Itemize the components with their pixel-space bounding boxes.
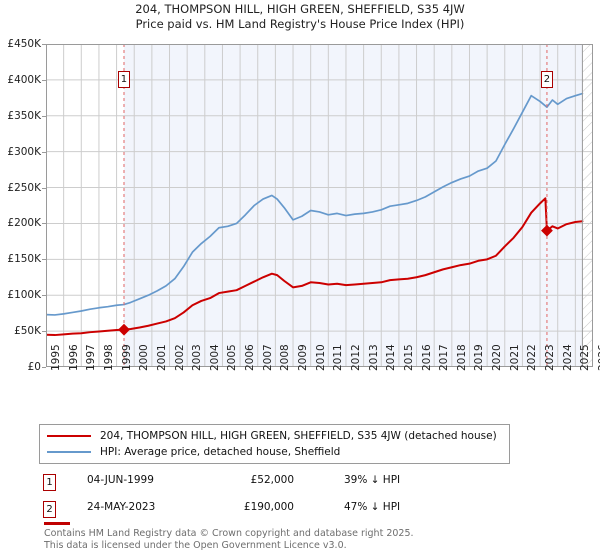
x-axis-tick-label: 2003 bbox=[191, 344, 204, 371]
transaction-date: 24-MAY-2023 bbox=[87, 501, 156, 513]
chart-plot-area bbox=[46, 44, 593, 367]
y-axis-tick-label: £50K bbox=[14, 325, 41, 338]
x-axis-tick-label: 2005 bbox=[226, 344, 239, 371]
table-row: 2 24-MAY-2023 £190,000 47% ↓ HPI bbox=[39, 499, 469, 526]
y-axis-tick bbox=[42, 331, 46, 333]
transactions-table: 1 04-JUN-1999 £52,000 39% ↓ HPI 2 24-MAY… bbox=[39, 472, 469, 526]
title-line-2: Price paid vs. HM Land Registry's House … bbox=[135, 17, 465, 31]
x-axis-tick-label: 2019 bbox=[473, 344, 486, 371]
x-axis-tick-label: 2000 bbox=[138, 344, 151, 371]
y-axis-tick bbox=[42, 367, 46, 368]
page-title: 204, THOMPSON HILL, HIGH GREEN, SHEFFIEL… bbox=[0, 2, 600, 32]
transaction-index-badge: 1 bbox=[43, 474, 56, 491]
legend-label-hpi: HPI: Average price, detached house, Shef… bbox=[100, 446, 341, 458]
x-axis-tick-label: 1997 bbox=[85, 344, 98, 371]
y-axis-tick-label: £400K bbox=[7, 73, 41, 86]
x-axis-tick-label: 1995 bbox=[50, 344, 62, 371]
y-axis-tick bbox=[42, 44, 46, 45]
legend-label-property: 204, THOMPSON HILL, HIGH GREEN, SHEFFIEL… bbox=[100, 430, 497, 442]
y-axis-tick bbox=[42, 259, 46, 261]
x-axis-tick-label: 2011 bbox=[332, 344, 345, 371]
legend-item-hpi: HPI: Average price, detached house, Shef… bbox=[47, 444, 340, 460]
x-axis-tick-label: 2025 bbox=[579, 344, 592, 371]
transaction-index-badge: 2 bbox=[43, 501, 56, 518]
y-axis-tick-label: £200K bbox=[7, 217, 41, 230]
x-axis-tick-label: 2016 bbox=[420, 344, 433, 371]
y-axis-tick-label: £300K bbox=[7, 145, 41, 158]
x-axis-tick-label: 2015 bbox=[402, 344, 415, 371]
y-axis-tick bbox=[42, 223, 46, 225]
y-axis-tick-label: £250K bbox=[7, 181, 41, 194]
x-axis-tick-label: 2007 bbox=[261, 344, 274, 371]
transaction-date: 04-JUN-1999 bbox=[87, 474, 154, 486]
y-axis-tick bbox=[42, 187, 46, 189]
y-axis-tick bbox=[42, 295, 46, 297]
x-axis-tick-label: 2013 bbox=[367, 344, 380, 371]
y-axis-tick bbox=[42, 151, 46, 153]
x-axis-tick-label: 2024 bbox=[561, 344, 574, 371]
transaction-hpi-delta: 39% ↓ HPI bbox=[344, 474, 401, 486]
x-axis-tick-label: 2022 bbox=[526, 344, 539, 371]
price-chart bbox=[46, 44, 593, 367]
y-axis-tick-label: £350K bbox=[7, 109, 41, 122]
title-line-1: 204, THOMPSON HILL, HIGH GREEN, SHEFFIEL… bbox=[135, 2, 465, 16]
y-axis-tick-label: £450K bbox=[7, 38, 41, 50]
y-axis-tick-label: £100K bbox=[7, 289, 41, 302]
x-axis-tick-label: 2009 bbox=[297, 344, 310, 371]
y-axis-tick bbox=[42, 115, 46, 117]
footer-attribution: Contains HM Land Registry data © Crown c… bbox=[44, 522, 564, 551]
footer-accent-bar bbox=[44, 522, 70, 525]
x-axis-tick-label: 2002 bbox=[173, 344, 186, 371]
x-axis-tick-label: 2008 bbox=[279, 344, 292, 371]
chart-legend: 204, THOMPSON HILL, HIGH GREEN, SHEFFIEL… bbox=[39, 424, 510, 464]
x-axis-tick-label: 2017 bbox=[438, 344, 451, 371]
footer-line-1: Contains HM Land Registry data © Crown c… bbox=[44, 528, 414, 539]
x-axis-tick-label: 2006 bbox=[244, 344, 257, 371]
y-axis-tick-label: £150K bbox=[7, 253, 41, 266]
legend-swatch-hpi bbox=[47, 451, 91, 453]
transaction-hpi-delta: 47% ↓ HPI bbox=[344, 501, 401, 513]
legend-swatch-property bbox=[47, 435, 91, 437]
x-axis-tick-label: 1998 bbox=[102, 344, 115, 371]
chart-marker-badge: 1 bbox=[117, 71, 130, 88]
x-axis-tick-label: 2018 bbox=[455, 344, 468, 371]
footer-line-2: This data is licensed under the Open Gov… bbox=[44, 539, 347, 551]
chart-marker-badge: 2 bbox=[540, 71, 553, 88]
legend-item-property: 204, THOMPSON HILL, HIGH GREEN, SHEFFIEL… bbox=[47, 428, 497, 444]
x-axis-tick-label: 2012 bbox=[349, 344, 362, 371]
x-axis-tick-label: 2014 bbox=[385, 344, 398, 371]
x-axis-tick-label: 2020 bbox=[491, 344, 504, 371]
x-axis-tick-label: 2004 bbox=[208, 344, 221, 371]
transaction-price: £52,000 bbox=[250, 474, 294, 486]
x-axis-tick-label: 1996 bbox=[67, 344, 80, 371]
y-axis-tick bbox=[42, 79, 46, 81]
y-axis-tick-label: £0 bbox=[27, 361, 41, 373]
x-axis-tick-label: 2021 bbox=[508, 344, 521, 371]
x-axis-tick-label: 1999 bbox=[120, 344, 133, 371]
x-axis-tick-label: 2010 bbox=[314, 344, 327, 371]
transaction-price: £190,000 bbox=[243, 501, 294, 513]
x-axis-tick-label: 2001 bbox=[155, 344, 168, 371]
x-axis-tick-label: 2023 bbox=[544, 344, 557, 371]
table-row: 1 04-JUN-1999 £52,000 39% ↓ HPI bbox=[39, 472, 469, 499]
